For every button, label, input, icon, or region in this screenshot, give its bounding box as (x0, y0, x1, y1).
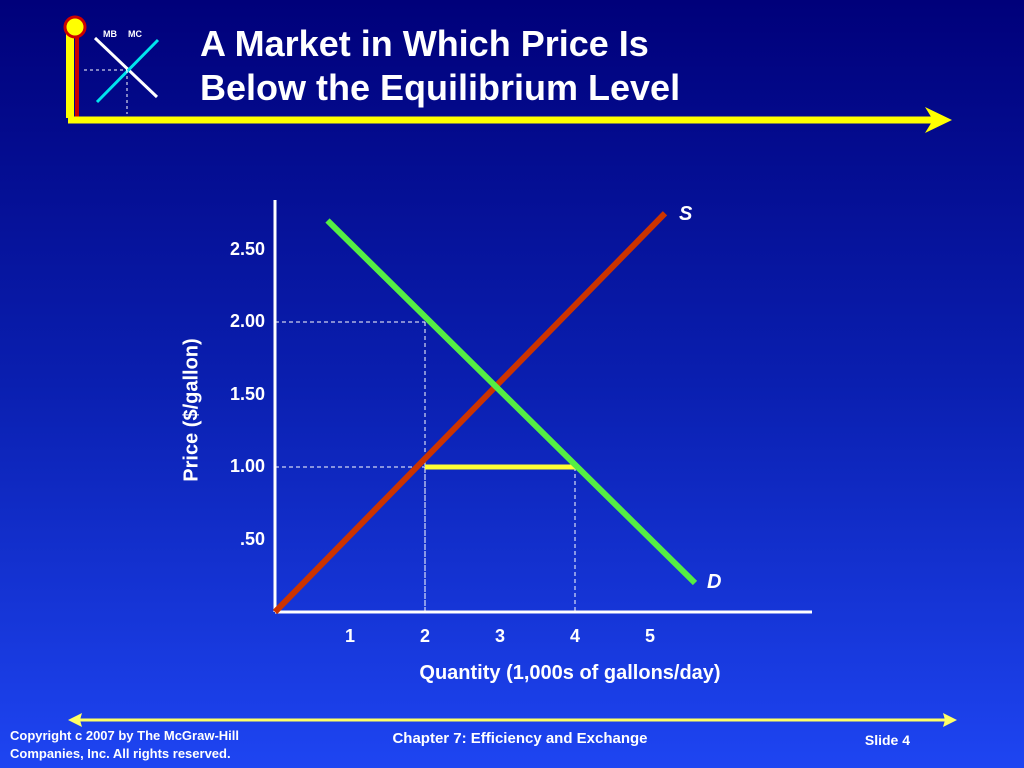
supply-curve-label: S (679, 203, 693, 226)
supply-curve (272, 211, 668, 615)
y-tick-label: 1.50 (229, 383, 265, 404)
x-tick-label: 5 (644, 626, 655, 646)
copyright-line-2: Companies, Inc. All rights reserved. (10, 746, 231, 761)
y-tick-label: .50 (239, 528, 265, 549)
x-tick-label: 3 (494, 626, 505, 646)
y-tick-label: 1.00 (229, 456, 265, 476)
copyright-notice: Copyright c 2007 by The McGraw-Hill Comp… (10, 727, 310, 763)
page-title: A Market in Which Price Is Below the Equ… (200, 22, 980, 110)
x-tick-label: 4 (569, 626, 580, 646)
footer-double-arrow (68, 713, 957, 727)
demand-curve (325, 218, 698, 586)
x-tick-label: 2 (419, 626, 430, 646)
mb-mc-logo-icon: MB MC (63, 15, 160, 118)
demand-curve-label: D (707, 571, 722, 593)
logo-mb-label: MB (103, 29, 117, 39)
y-axis-label: Price ($/gallon) (180, 338, 203, 482)
title-line-1: A Market in Which Price Is (200, 23, 649, 64)
y-tick-label: 2.00 (229, 311, 265, 331)
title-line-2: Below the Equilibrium Level (200, 67, 681, 108)
title-bar-arrow (68, 107, 952, 133)
x-tick-label: 1 (344, 626, 355, 646)
logo-mc-label: MC (128, 29, 142, 39)
slide-number: Slide 4 (864, 732, 910, 748)
x-axis-label: Quantity (1,000s of gallons/day) (419, 662, 721, 684)
copyright-line-1: Copyright c 2007 by The McGraw-Hill (10, 728, 239, 743)
y-tick-label: 2.50 (229, 238, 265, 259)
chapter-title: Chapter 7: Efficiency and Exchange (392, 730, 648, 747)
